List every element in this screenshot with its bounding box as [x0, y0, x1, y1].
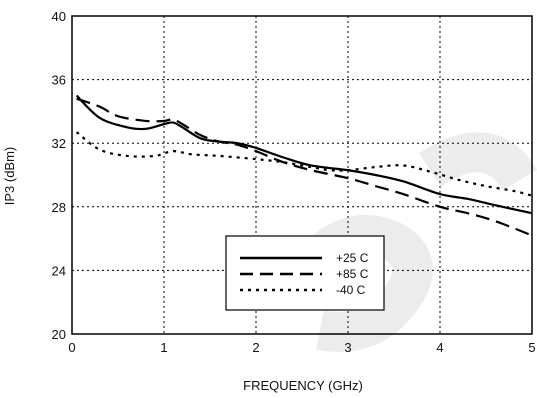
- x-tick-label: 3: [344, 340, 351, 355]
- series-line-m40c: [75, 131, 533, 197]
- y-tick-label: 28: [52, 200, 66, 215]
- x-tick-label: 1: [160, 340, 167, 355]
- legend-label-m40c: -40 C: [336, 283, 366, 297]
- x-tick-labels: 0 1 2 3 4 5: [68, 340, 535, 355]
- legend-label-85c: +85 C: [336, 267, 369, 281]
- series-line-25c: [75, 94, 533, 215]
- series-layer: [75, 94, 533, 237]
- y-tick-label: 32: [52, 136, 66, 151]
- y-tick-label: 40: [52, 9, 66, 24]
- y-tick-label: 24: [52, 263, 66, 278]
- y-tick-label: 36: [52, 73, 66, 88]
- x-tick-label: 5: [528, 340, 535, 355]
- x-tick-label: 2: [252, 340, 259, 355]
- plot-frame: [71, 15, 533, 335]
- y-axis-label: IP3 (dBm): [2, 147, 17, 206]
- x-axis-label: FREQUENCY (GHz): [243, 378, 363, 393]
- series-line-85c: [76, 97, 533, 237]
- y-tick-labels: 20 24 28 32 36 40: [52, 9, 66, 342]
- y-tick-label: 20: [52, 327, 66, 342]
- legend-label-25c: +25 C: [336, 251, 369, 265]
- x-tick-label: 0: [68, 340, 75, 355]
- x-tick-label: 4: [436, 340, 443, 355]
- legend: +25 C +85 C -40 C: [225, 235, 385, 311]
